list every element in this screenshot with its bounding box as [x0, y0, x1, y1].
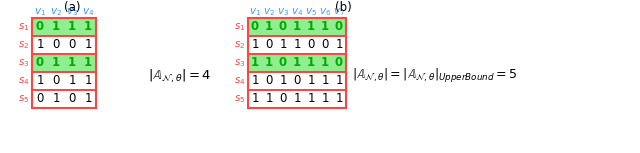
Text: 0: 0	[266, 39, 273, 52]
Text: 1: 1	[279, 75, 287, 88]
Text: 1: 1	[84, 75, 92, 88]
Text: (a): (a)	[64, 2, 80, 15]
Text: 1: 1	[293, 93, 301, 106]
Text: 0: 0	[293, 75, 301, 88]
Text: $v_{1}$: $v_{1}$	[249, 6, 261, 18]
Text: (b): (b)	[335, 2, 351, 15]
Text: 0: 0	[68, 39, 76, 52]
Text: $s_{1}$: $s_{1}$	[234, 21, 246, 33]
Text: $|\mathbb{A}_{\mathcal{N},\theta}| = 4$: $|\mathbb{A}_{\mathcal{N},\theta}| = 4$	[148, 67, 211, 85]
Text: 0: 0	[52, 39, 60, 52]
Text: $v_{5}$: $v_{5}$	[305, 6, 317, 18]
Text: 1: 1	[265, 93, 273, 106]
Text: 0: 0	[68, 93, 76, 106]
Text: 0: 0	[251, 21, 259, 34]
Text: 1: 1	[36, 39, 44, 52]
Bar	[32, 18, 96, 36]
Text: 1: 1	[307, 21, 315, 34]
Bar	[248, 54, 346, 72]
Text: 1: 1	[307, 93, 315, 106]
Text: $s_{2}$: $s_{2}$	[19, 39, 29, 51]
Text: 0: 0	[279, 93, 287, 106]
Text: $v_{7}$: $v_{7}$	[333, 6, 345, 18]
Text: 0: 0	[335, 21, 343, 34]
Text: $s_{5}$: $s_{5}$	[234, 93, 246, 105]
Text: 0: 0	[279, 21, 287, 34]
Text: 1: 1	[68, 56, 76, 69]
Text: 0: 0	[307, 39, 315, 52]
Text: 1: 1	[321, 21, 329, 34]
Bar	[32, 18, 96, 108]
Text: 1: 1	[52, 56, 60, 69]
Text: $v_{3}$: $v_{3}$	[66, 6, 78, 18]
Text: $s_{3}$: $s_{3}$	[234, 57, 246, 69]
Text: 1: 1	[293, 56, 301, 69]
Text: $v_{6}$: $v_{6}$	[319, 6, 331, 18]
Text: 0: 0	[266, 75, 273, 88]
Bar	[32, 54, 96, 72]
Text: 0: 0	[36, 56, 44, 69]
Text: 1: 1	[84, 93, 92, 106]
Text: $v_{4}$: $v_{4}$	[82, 6, 94, 18]
Bar	[32, 72, 96, 90]
Bar	[32, 90, 96, 108]
Text: 0: 0	[321, 39, 329, 52]
Text: 1: 1	[68, 21, 76, 34]
Text: 1: 1	[52, 93, 60, 106]
Bar	[32, 18, 96, 36]
Text: 1: 1	[335, 93, 343, 106]
Text: $s_{4}$: $s_{4}$	[18, 75, 30, 87]
Text: 0: 0	[52, 75, 60, 88]
Text: $v_{3}$: $v_{3}$	[277, 6, 289, 18]
Text: 1: 1	[335, 75, 343, 88]
Text: 1: 1	[321, 56, 329, 69]
Text: 1: 1	[68, 75, 76, 88]
Text: $v_{2}$: $v_{2}$	[50, 6, 62, 18]
Text: 1: 1	[321, 93, 329, 106]
Text: 1: 1	[307, 56, 315, 69]
Text: 1: 1	[251, 56, 259, 69]
Text: 1: 1	[321, 75, 329, 88]
Text: 1: 1	[279, 39, 287, 52]
Text: 1: 1	[293, 21, 301, 34]
Text: $v_{4}$: $v_{4}$	[291, 6, 303, 18]
Bar	[248, 54, 346, 72]
Text: $v_{1}$: $v_{1}$	[34, 6, 46, 18]
Text: $s_{2}$: $s_{2}$	[234, 39, 246, 51]
Text: $s_{5}$: $s_{5}$	[19, 93, 29, 105]
Bar	[32, 36, 96, 54]
Text: 0: 0	[36, 21, 44, 34]
Text: $v_{2}$: $v_{2}$	[263, 6, 275, 18]
Text: 1: 1	[36, 75, 44, 88]
Text: 0: 0	[279, 56, 287, 69]
Text: 1: 1	[265, 56, 273, 69]
Text: 1: 1	[293, 39, 301, 52]
Bar	[248, 18, 346, 36]
Bar	[32, 54, 96, 72]
Text: $s_{1}$: $s_{1}$	[19, 21, 29, 33]
Text: 0: 0	[36, 93, 44, 106]
Text: 0: 0	[335, 56, 343, 69]
Text: 1: 1	[252, 39, 259, 52]
Text: 1: 1	[84, 56, 92, 69]
Text: $|\mathbb{A}_{\mathcal{N},\theta}| = |\mathbb{A}_{\mathcal{N},\theta}|_{UpperBou: $|\mathbb{A}_{\mathcal{N},\theta}| = |\m…	[352, 67, 518, 85]
Bar	[248, 90, 346, 108]
Text: $s_{3}$: $s_{3}$	[19, 57, 29, 69]
Bar	[248, 36, 346, 54]
Bar	[248, 18, 346, 108]
Text: 1: 1	[252, 75, 259, 88]
Text: 1: 1	[307, 75, 315, 88]
Text: 1: 1	[84, 21, 92, 34]
Text: 1: 1	[84, 39, 92, 52]
Text: 1: 1	[335, 39, 343, 52]
Text: 1: 1	[52, 21, 60, 34]
Bar	[248, 18, 346, 36]
Text: 1: 1	[252, 93, 259, 106]
Text: 1: 1	[265, 21, 273, 34]
Bar	[248, 72, 346, 90]
Text: $s_{4}$: $s_{4}$	[234, 75, 246, 87]
